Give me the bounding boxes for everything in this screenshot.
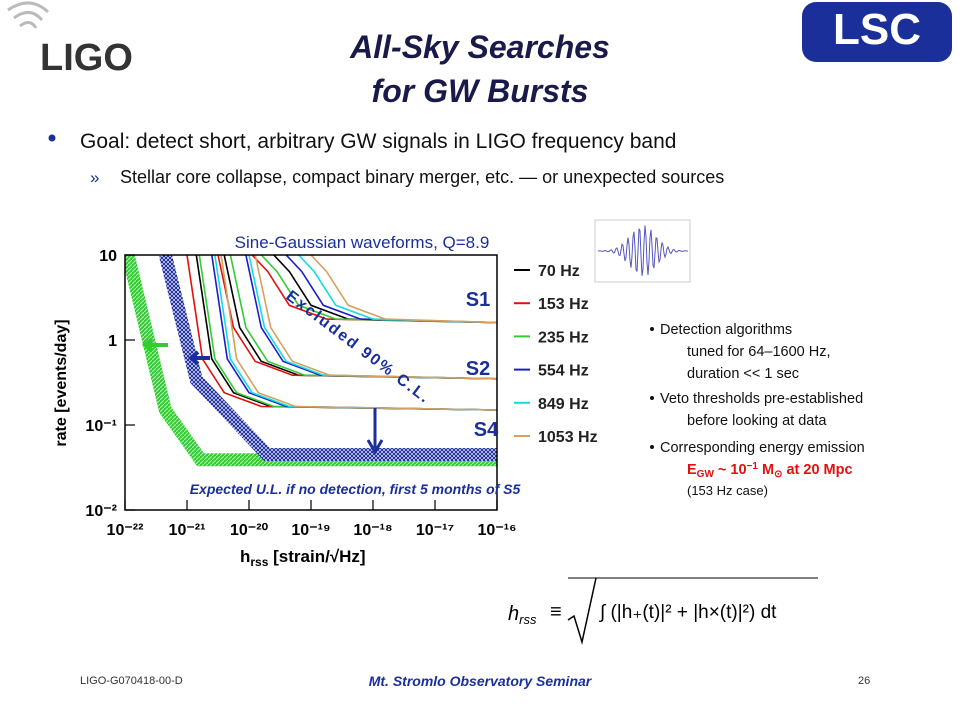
ligo-swoosh: [7, 1, 50, 29]
arrow: [366, 408, 384, 455]
limit-curve: [310, 255, 497, 324]
note-dot: [650, 445, 654, 449]
arrow: [187, 350, 210, 366]
energy-part: −1: [747, 461, 759, 472]
note-dot: [650, 327, 654, 331]
bullet-dot: [48, 134, 56, 142]
footer-event: Mt. Stromlo Observatory Seminar: [369, 673, 593, 689]
waveform-box: [594, 219, 691, 283]
limit-curve: [220, 255, 497, 411]
plot: 10⁻²² 10⁻²¹ 10⁻²⁰ 10⁻¹⁹ 10⁻¹⁸ 10⁻¹⁷ 10⁻¹⁶ 10⁻² 1…: [85, 248, 516, 539]
x-label-main: h: [240, 547, 250, 566]
x-tick-label: 10⁻¹⁹: [291, 522, 330, 539]
energy-part: M: [758, 462, 774, 478]
plot-area: [125, 255, 497, 467]
legend-label: 1053 Hz: [538, 429, 598, 446]
formula-part: h: [508, 603, 519, 625]
energy-note: (153 Hz case): [687, 483, 768, 498]
x-axis-label: hrss [strain/√Hz]: [240, 547, 366, 569]
x-tick-label: 10⁻¹⁸: [353, 522, 392, 539]
formula-op: ≡: [550, 601, 562, 623]
energy-part: at 20 Mpc: [782, 462, 852, 478]
radical: [567, 577, 597, 645]
formula-part: rss: [519, 612, 537, 627]
y-tick-label: 1: [108, 333, 117, 350]
title: for GW Bursts: [372, 73, 589, 109]
energy-part: ⊙: [774, 469, 782, 480]
legend-label: 153 Hz: [538, 296, 589, 313]
energy: EGW ~ 10−1 M⊙ at 20 Mpc: [687, 461, 853, 480]
x-tick-label: 10⁻²²: [107, 522, 144, 539]
sub-marker: »: [90, 168, 99, 187]
logo-lsc: LSC: [833, 5, 921, 54]
x-tick-label: 10⁻¹⁷: [416, 522, 454, 539]
energy-part: E: [687, 462, 697, 478]
notes: Detection algorithms tuned for 64–1600 H…: [650, 322, 865, 498]
bullet-main: Goal: detect short, arbitrary GW signals…: [80, 130, 676, 153]
arrow: [141, 337, 168, 353]
note: before looking at data: [687, 413, 827, 429]
note: Veto thresholds pre-established: [660, 391, 863, 407]
note-dot: [650, 396, 654, 400]
x-tick-label: 10⁻¹⁶: [478, 522, 517, 539]
logo-ligo: LIGO: [40, 37, 133, 79]
formula-body: ∫ (|h₊(t)|² + |h×(t)|²) dt: [599, 602, 777, 623]
legend: 70 Hz 153 Hz 235 Hz 554 Hz 849 Hz 1053 Hz: [514, 263, 598, 446]
note: tuned for 64–1600 Hz,: [687, 344, 831, 360]
limit-curve: [214, 255, 497, 411]
y-tick-label: 10: [99, 248, 117, 265]
energy-part: ~ 10: [714, 462, 747, 478]
title: All-Sky Searches: [349, 29, 610, 65]
excluded-label: Excluded 90% C.L.: [283, 288, 434, 408]
run-label: S1: [466, 289, 490, 311]
x-tick-label: 10⁻²¹: [169, 522, 206, 539]
legend-label: 70 Hz: [538, 263, 580, 280]
run-label: S4: [474, 419, 499, 441]
x-label-rest: [strain/√Hz]: [268, 547, 365, 566]
expected-label: Expected U.L. if no detection, first 5 m…: [190, 481, 521, 497]
y-tick-label: 10⁻¹: [85, 418, 117, 435]
x-tick-label: 10⁻²⁰: [230, 522, 269, 539]
note: Detection algorithms: [660, 322, 792, 338]
legend-label: 235 Hz: [538, 329, 589, 346]
run-label: S2: [466, 358, 490, 380]
bullet-sub: Stellar core collapse, compact binary me…: [120, 167, 724, 187]
formula-lhs: hrss: [508, 603, 537, 627]
logo-lsc-box: [802, 2, 952, 62]
energy-part: GW: [697, 469, 715, 480]
x-label-sub: rss: [250, 555, 268, 569]
footer-id: LIGO-G070418-00-D: [80, 675, 183, 687]
limit-curve: [254, 255, 497, 380]
y-axis-label: rate [events/day]: [53, 319, 70, 446]
note: duration << 1 sec: [687, 366, 799, 382]
note: Corresponding energy emission: [660, 440, 865, 456]
chart-title: Sine-Gaussian waveforms, Q=8.9: [235, 233, 490, 252]
footer-page: 26: [858, 675, 870, 687]
y-tick-label: 10⁻²: [85, 503, 117, 520]
legend-label: 554 Hz: [538, 363, 589, 380]
legend-label: 849 Hz: [538, 396, 589, 413]
expected-band: [125, 255, 497, 467]
waveform-inset: [597, 225, 689, 276]
expected-band: [158, 255, 497, 461]
limit-curve: [223, 255, 497, 380]
